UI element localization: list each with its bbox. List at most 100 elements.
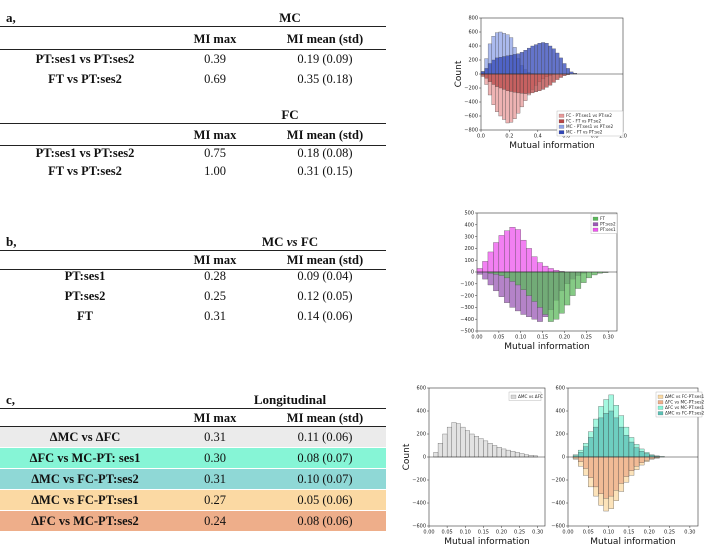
histogram-bar: [558, 271, 565, 314]
histogram-bar: [510, 451, 516, 458]
histogram-bar: [493, 242, 500, 273]
x-tick-label: 0.10: [460, 530, 471, 536]
histogram-bar: [474, 436, 479, 458]
mc-vs-fc-table-title: MC vs FC: [190, 234, 390, 250]
y-tick-label: 200: [464, 246, 474, 252]
x-tick-label: 0.20: [496, 530, 507, 536]
y-tick-label: 200: [416, 432, 426, 438]
histogram-bar: [512, 73, 517, 93]
legend-swatch: [558, 119, 565, 124]
histogram-bar: [558, 57, 563, 75]
y-tick-label: 600: [555, 386, 565, 392]
histogram-bar: [509, 54, 514, 75]
histogram-bar: [487, 73, 492, 82]
longitudinal-row-2: ΔFC vs MC-PT: ses1 0.30 0.08 (0.07): [0, 448, 386, 468]
longitudinal-header-row: MI max MI mean (std): [0, 408, 386, 428]
legend-label: MC - FT vs PT:se2: [566, 130, 603, 135]
legend-label: FC - FT vs PT:se2: [566, 119, 602, 124]
y-tick-label: 400: [464, 223, 474, 229]
x-tick-label: 1.0: [619, 134, 627, 140]
histogram-bar: [575, 271, 582, 289]
longitudinal-row-mean: 0.05 (0.06): [297, 492, 353, 507]
longitudinal-row-label: ΔFC vs MC-PT:ses2: [31, 513, 139, 528]
histogram-bar: [527, 47, 531, 75]
histogram-bar: [551, 48, 556, 75]
histogram-bar: [649, 455, 655, 458]
histogram-bar: [509, 271, 516, 282]
histogram-bar: [493, 271, 500, 292]
histogram-bar: [492, 445, 498, 458]
histogram-bar: [649, 456, 655, 459]
panel-c-letter: c,: [6, 392, 16, 407]
longitudinal-row-label: ΔMC vs FC-PT:ses2: [31, 471, 139, 486]
histogram-bar: [555, 73, 560, 80]
mc-vs-fc-histogram: 500 400 300 200 100 0 −100 −200 −300 −400 −5000.00…: [460, 211, 618, 352]
fc-row-1-mean: 0.18 (0.08): [297, 145, 353, 160]
histogram-bar: [487, 251, 494, 273]
legend-box: [655, 391, 703, 418]
x-tick-label: 0.2: [505, 134, 513, 140]
longitudinal-row-max: 0.30: [204, 450, 226, 465]
longitudinal-row-1: ΔMC vs ΔFC 0.31 0.11 (0.06): [0, 427, 386, 447]
longitudinal-row-5: ΔFC vs MC-PT:ses2 0.24 0.08 (0.06): [0, 511, 386, 531]
legend-label: MC - PT:ses1 vs PT:se2: [566, 124, 613, 129]
histogram-bar: [496, 447, 502, 458]
histogram-bar: [527, 73, 531, 94]
longitudinal-row-max: 0.31: [204, 429, 226, 444]
histogram-bar: [498, 271, 505, 276]
histogram-bar: [633, 447, 640, 458]
mc-vs-fc-row-2: PT:ses2 0.25 0.12 (0.05): [0, 286, 386, 306]
histogram-bar: [586, 271, 592, 279]
x-tick-label: 0.00: [562, 530, 573, 536]
histogram-bar: [544, 43, 549, 75]
x-tick-label: 0.30: [532, 530, 543, 536]
x-tick-label: 0.00: [423, 530, 434, 536]
fc-row-2-max: 1.00: [204, 163, 226, 178]
histogram-bar: [476, 268, 483, 273]
mc-vs-fc-title-pre: MC: [261, 234, 287, 249]
y-tick-label: −100: [460, 282, 474, 288]
mc-vs-fc-row-1-max: 0.28: [204, 268, 226, 283]
mc-header-mi-max: MI max: [193, 31, 237, 46]
y-tick-label: −400: [551, 501, 565, 507]
histogram-bar: [537, 73, 542, 91]
y-tick-label: 800: [468, 16, 478, 22]
legend-swatch: [510, 394, 517, 399]
y-tick-label: −400: [412, 501, 426, 507]
mc-vs-fc-row-1: PT:ses1 0.28 0.09 (0.04): [0, 266, 386, 286]
longitudinal-row-max: 0.27: [204, 492, 226, 507]
histogram-bar: [537, 43, 542, 75]
histogram-bar: [591, 271, 598, 276]
x-tick-label: 0.0: [477, 134, 485, 140]
longitudinal-row-mean: 0.11 (0.06): [297, 429, 353, 444]
x-tick-label: 0.10: [515, 335, 526, 341]
histogram-bar: [509, 227, 516, 273]
histogram-bar: [520, 239, 527, 273]
y-tick-label: 400: [468, 44, 478, 50]
histogram-bar: [456, 423, 461, 458]
longitudinal-top-rule: [0, 408, 386, 409]
y-tick-label: −200: [551, 478, 565, 484]
longitudinal-row-mean: 0.08 (0.07): [297, 450, 353, 465]
y-tick-label: −300: [460, 305, 474, 311]
histogram-bar: [613, 456, 619, 491]
legend-swatch: [558, 113, 565, 118]
mc-vs-fc-header-rule: [0, 269, 386, 270]
legend-label: PT:ses1: [600, 227, 616, 232]
x-axis-label: Mutual information: [590, 537, 676, 547]
histogram-bar: [519, 453, 525, 458]
fc-row-2-label: FT vs PT:ses2: [48, 163, 122, 178]
legend-swatch: [657, 411, 664, 416]
histogram-bar: [515, 229, 521, 273]
histogram-bar: [495, 57, 499, 75]
y-tick-label: 600: [468, 30, 478, 36]
histogram-bar: [504, 230, 510, 273]
histogram-bar: [495, 73, 499, 87]
histogram-bar: [526, 248, 532, 273]
histogram-bar: [528, 455, 534, 458]
legend-swatch: [657, 394, 664, 399]
histogram-bar: [593, 426, 599, 458]
histogram-bar: [526, 271, 532, 296]
fc-row-1-label: PT:ses1 vs PT:ses2: [35, 145, 135, 160]
histogram-bar: [465, 430, 470, 458]
